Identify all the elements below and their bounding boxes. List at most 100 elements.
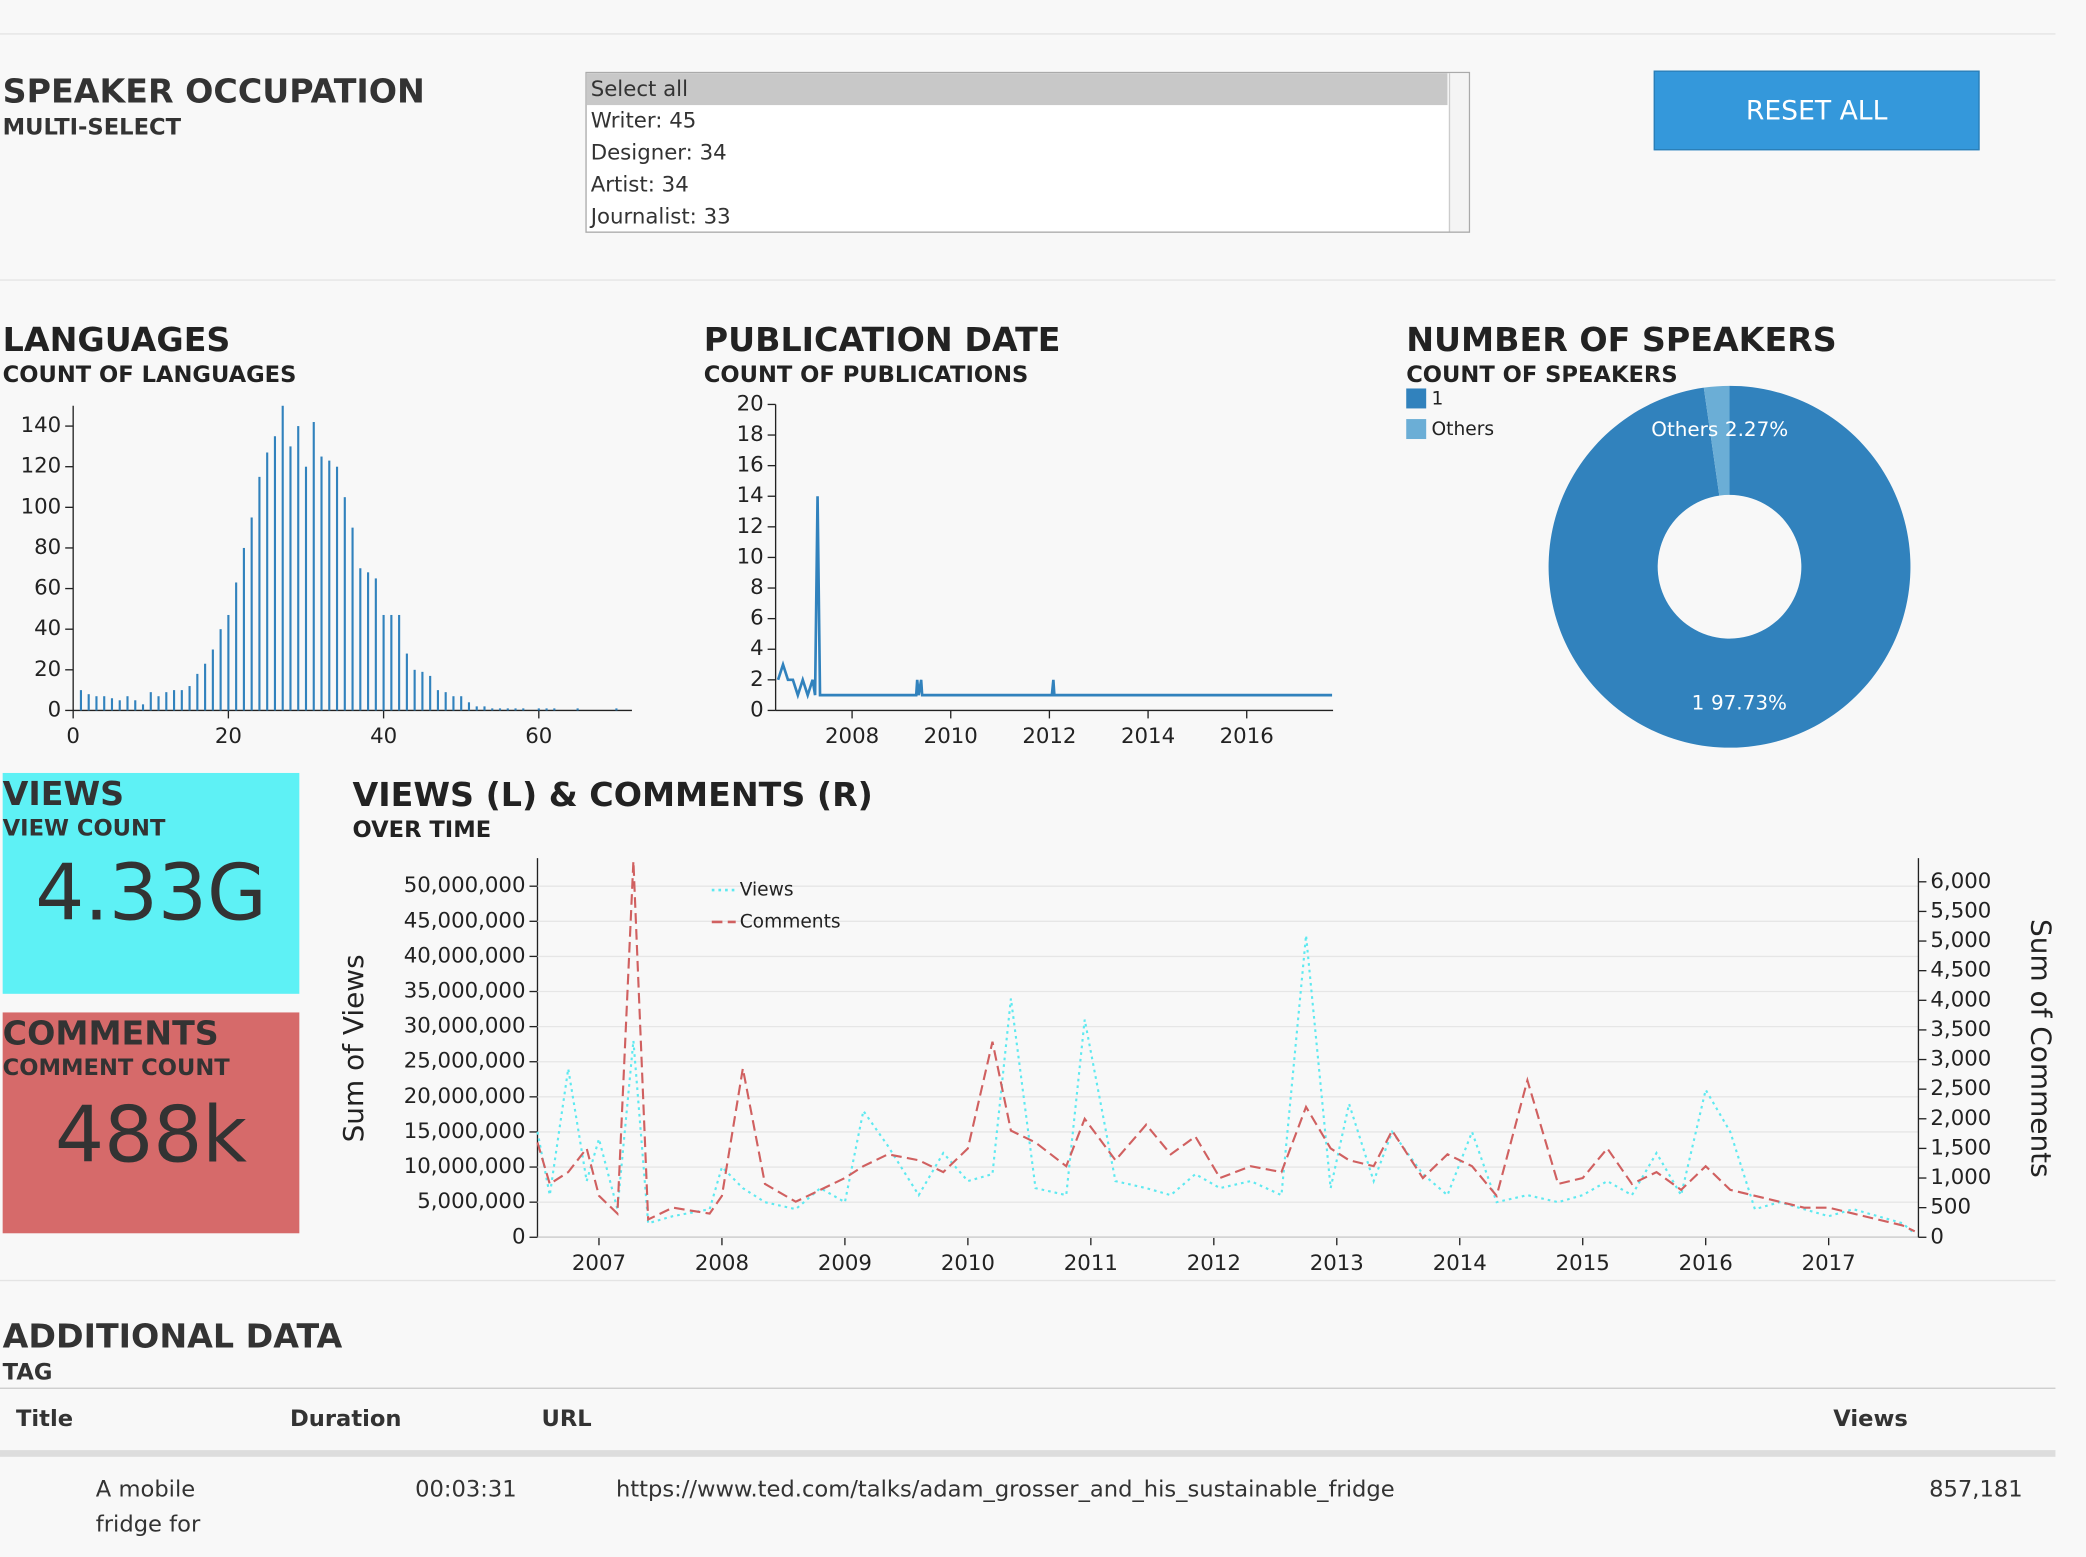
x-tick-label: 2008 xyxy=(695,1251,749,1276)
slice-label: 1 97.73% xyxy=(1692,690,1787,714)
bar xyxy=(180,690,183,711)
x-tick-label: 2008 xyxy=(825,724,879,749)
separator xyxy=(0,33,2056,35)
option[interactable]: Artist: 34 xyxy=(590,171,689,197)
legend-swatch xyxy=(1406,388,1427,409)
bar xyxy=(126,696,129,711)
bar xyxy=(235,582,238,711)
x-tick-label: 2013 xyxy=(1310,1251,1364,1276)
bar xyxy=(110,698,114,711)
x-tick-label: 2017 xyxy=(1802,1251,1856,1276)
bar xyxy=(498,708,502,711)
y2-axis-title: Sum of Comments xyxy=(2025,919,2058,1178)
kpi-value: 4.33G xyxy=(35,847,267,938)
bar xyxy=(95,696,98,711)
x-tick-label: 2010 xyxy=(941,1251,995,1276)
y-tick-label: 60 xyxy=(34,576,61,601)
bar xyxy=(444,692,447,711)
bar xyxy=(79,690,82,711)
table-cell: A mobile fridge for xyxy=(95,1476,201,1538)
bar xyxy=(615,708,618,711)
column-header[interactable]: Duration xyxy=(290,1406,402,1433)
reset-button[interactable]: RESET ALL xyxy=(1653,70,1980,151)
option[interactable]: Journalist: 33 xyxy=(590,203,731,229)
y-tick-label: 20 xyxy=(737,391,764,416)
bar xyxy=(328,460,331,711)
slice-value: 2.27% xyxy=(1725,417,1788,441)
bar xyxy=(157,696,160,711)
bar xyxy=(204,663,207,711)
x-tick-label: 2016 xyxy=(1679,1251,1733,1276)
scrollbar[interactable] xyxy=(1448,73,1469,232)
multi-select[interactable]: Select all Writer: 45 Designer: 34 Artis… xyxy=(585,71,1471,233)
bar xyxy=(281,405,284,711)
y-tick-label: 15,000,000 xyxy=(404,1119,526,1144)
y-tick-label: 30,000,000 xyxy=(404,1014,526,1039)
y-tick-label: 20 xyxy=(34,657,61,682)
bar xyxy=(266,452,269,711)
chart-subtitle: COUNT OF PUBLICATIONS xyxy=(704,362,1029,388)
x-tick-label: 2011 xyxy=(1064,1251,1118,1276)
charts: LANGUAGES COUNT OF LANGUAGES PUBLICATION… xyxy=(3,320,2058,1276)
column-header[interactable]: Views xyxy=(1833,1406,1908,1433)
section-subtitle: TAG xyxy=(2,1359,53,1387)
bar xyxy=(141,704,145,711)
y-tick-label: 0 xyxy=(512,1224,526,1249)
y-tick-label: 20,000,000 xyxy=(404,1084,526,1109)
y-tick-label: 4 xyxy=(750,636,764,661)
separator xyxy=(0,1279,2056,1282)
y2-tick-label: 4,500 xyxy=(1930,958,1991,983)
bar xyxy=(172,690,176,711)
y-tick-label: 45,000,000 xyxy=(404,908,526,933)
bar xyxy=(335,466,339,711)
bar xyxy=(421,671,424,711)
option[interactable]: Writer: 45 xyxy=(590,107,697,134)
option[interactable]: Designer: 34 xyxy=(590,139,727,165)
series-line xyxy=(536,935,1916,1235)
bar xyxy=(196,673,199,711)
y-tick-label: 100 xyxy=(21,494,62,519)
legend-label: Others xyxy=(1432,419,1495,440)
kpi-title: COMMENTS xyxy=(2,1013,219,1053)
x-tick-label: 40 xyxy=(370,724,397,749)
bar xyxy=(211,649,214,711)
x-tick-label: 2012 xyxy=(1187,1251,1241,1276)
x-tick-label: 60 xyxy=(525,724,552,749)
bar xyxy=(219,629,222,711)
series-line xyxy=(536,861,1916,1233)
bar xyxy=(460,696,463,711)
bar xyxy=(553,708,556,711)
y-tick-label: 2 xyxy=(750,667,764,692)
y2-tick-label: 1,500 xyxy=(1930,1135,1991,1160)
bar xyxy=(452,696,455,711)
column-header[interactable]: Title xyxy=(15,1406,74,1433)
bar xyxy=(483,706,486,711)
bar xyxy=(545,708,548,711)
kpi-subtitle: COMMENT COUNT xyxy=(2,1055,230,1082)
y-tick-label: 50,000,000 xyxy=(404,873,526,898)
x-tick-label: 2015 xyxy=(1556,1251,1610,1276)
bar xyxy=(103,696,106,711)
bar xyxy=(258,476,261,711)
section-subtitle: MULTI-SELECT xyxy=(2,114,182,142)
bar xyxy=(297,426,300,711)
y-tick-label: 8 xyxy=(750,575,764,600)
chart-subtitle: COUNT OF SPEAKERS xyxy=(1406,362,1677,388)
y-tick-label: 35,000,000 xyxy=(404,979,526,1004)
bar xyxy=(149,692,152,711)
slice-category: Others xyxy=(1651,417,1718,441)
y-tick-label: 14 xyxy=(737,483,764,508)
kpi-subtitle: VIEW COUNT xyxy=(2,815,166,843)
chart-title: NUMBER OF SPEAKERS xyxy=(1406,320,1837,359)
bar xyxy=(304,466,308,711)
section-title: ADDITIONAL DATA xyxy=(2,1317,343,1356)
x-tick-label: 20 xyxy=(215,724,242,749)
y-tick-label: 120 xyxy=(21,454,62,479)
option[interactable]: Select all xyxy=(586,73,1448,106)
table-cell: 00:03:31 xyxy=(415,1476,517,1504)
bar xyxy=(312,422,315,711)
table-cell: https://www.ted.com/talks/adam_grosser_a… xyxy=(615,1476,1395,1504)
y-axis-title: Sum of Views xyxy=(337,954,370,1142)
column-header[interactable]: URL xyxy=(541,1406,592,1433)
